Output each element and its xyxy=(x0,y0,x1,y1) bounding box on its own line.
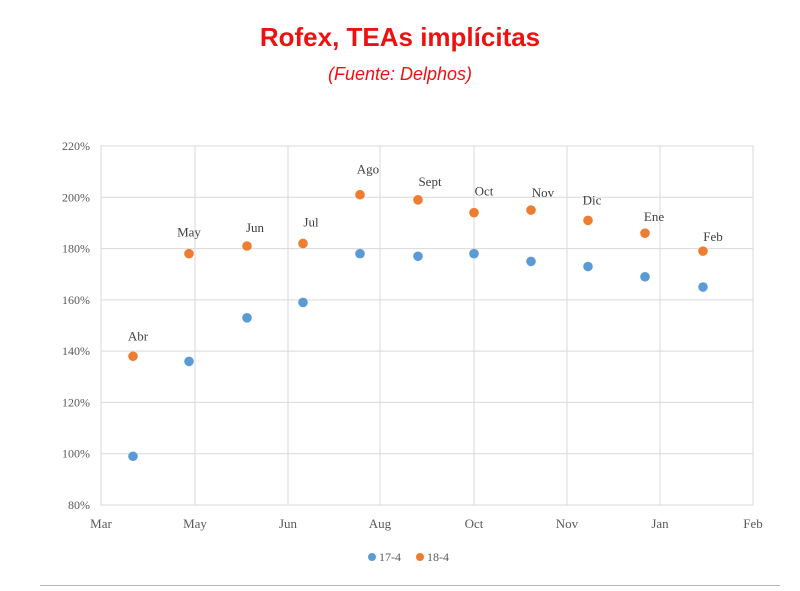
plot-frame xyxy=(100,145,754,506)
y-tick-label: 180% xyxy=(62,242,90,256)
contract-label: Abr xyxy=(128,328,149,343)
legend-marker xyxy=(416,553,424,561)
contract-label: Ene xyxy=(644,209,664,224)
point-18-4 xyxy=(413,195,423,205)
point-17-4 xyxy=(355,248,365,259)
y-tick-label: 100% xyxy=(62,447,90,461)
point-17-4 xyxy=(128,451,138,462)
contract-label: Oct xyxy=(475,184,494,199)
point-17-4 xyxy=(242,313,252,323)
legend-marker xyxy=(368,553,376,561)
x-tick-label: May xyxy=(183,516,207,531)
x-tick-label: Oct xyxy=(465,516,484,531)
y-tick-label: 80% xyxy=(68,498,90,512)
contract-label: Dic xyxy=(583,192,602,207)
contract-label: Ago xyxy=(357,162,379,177)
y-tick-label: 120% xyxy=(62,395,90,409)
chart-subtitle: (Fuente: Delphos) xyxy=(327,64,473,84)
y-tick-label: 140% xyxy=(62,344,90,358)
x-tick-label: Jan xyxy=(651,516,669,531)
x-tick-label: Nov xyxy=(556,516,579,531)
point-18-4 xyxy=(526,205,536,215)
point-18-4 xyxy=(298,238,308,249)
grid xyxy=(100,145,754,506)
point-17-4 xyxy=(698,282,708,292)
point-17-4 xyxy=(583,261,593,272)
contract-label: Feb xyxy=(703,229,723,244)
point-18-4 xyxy=(184,248,194,259)
bottom-divider xyxy=(40,585,780,586)
point-18-4 xyxy=(583,215,593,226)
x-axis: Mar May Jun Aug Oct Nov Jan Feb xyxy=(90,516,763,531)
point-18-4 xyxy=(469,207,479,218)
x-tick-label: Aug xyxy=(369,516,392,531)
x-tick-label: Mar xyxy=(90,516,112,531)
contract-label: Jun xyxy=(246,220,265,235)
data-points xyxy=(128,189,708,462)
chart-title: Rofex, TEAs implícitas xyxy=(259,22,541,52)
x-tick-label: Feb xyxy=(743,516,763,531)
point-17-4 xyxy=(469,248,479,259)
contract-label: May xyxy=(177,225,201,240)
legend-label: 17-4 xyxy=(379,550,401,564)
point-17-4 xyxy=(640,271,650,282)
contract-label: Nov xyxy=(532,185,555,200)
contract-label: Jul xyxy=(303,214,319,229)
legend-label: 18-4 xyxy=(427,550,449,564)
point-18-4 xyxy=(640,228,650,238)
point-17-4 xyxy=(526,256,536,267)
point-18-4 xyxy=(128,351,138,362)
contract-label: Sept xyxy=(418,174,442,189)
point-17-4 xyxy=(413,251,423,262)
y-axis: 80% 100% 120% 140% 160% 180% 200% 220% xyxy=(62,139,90,512)
x-tick-label: Jun xyxy=(279,516,298,531)
point-18-4 xyxy=(698,246,708,256)
legend: 17-4 18-4 xyxy=(368,550,449,564)
y-tick-label: 220% xyxy=(62,139,90,153)
y-tick-label: 200% xyxy=(62,190,90,204)
point-18-4 xyxy=(355,189,365,200)
point-18-4 xyxy=(242,241,252,251)
point-labels: Abr May Jun Jul Ago Sept Oct Nov Dic Ene Feb xyxy=(128,162,723,344)
point-17-4 xyxy=(184,356,194,367)
point-17-4 xyxy=(298,297,308,308)
y-tick-label: 160% xyxy=(62,293,90,307)
